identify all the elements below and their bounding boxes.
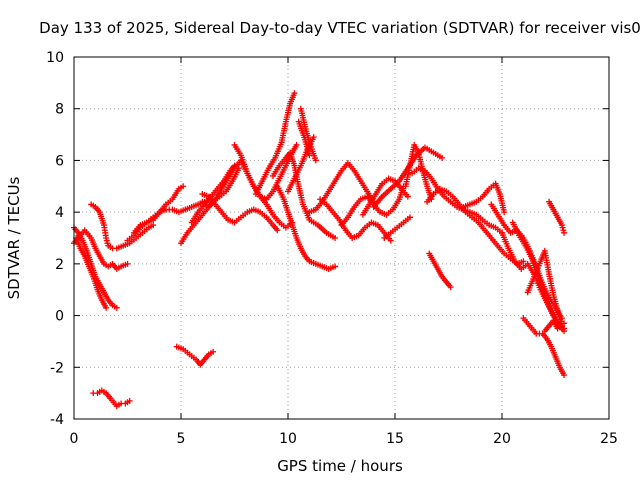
series-arc35: [520, 315, 568, 379]
data-point: [210, 348, 217, 355]
y-tick-label: 6: [55, 153, 64, 169]
y-tick-label: 4: [55, 205, 64, 221]
x-tick-label: 15: [386, 431, 404, 447]
data-point: [103, 304, 110, 311]
data-points: [71, 90, 568, 410]
data-point: [293, 141, 300, 148]
x-tick-label: 0: [70, 431, 79, 447]
series-arc37: [546, 198, 568, 236]
data-point: [447, 284, 454, 291]
data-point: [126, 397, 133, 404]
series-arc5: [90, 387, 133, 410]
data-point: [180, 183, 187, 190]
series-arc3: [73, 235, 110, 311]
data-point: [332, 235, 339, 241]
series-arc16: [274, 183, 339, 273]
data-point: [124, 260, 131, 267]
series-arc15: [270, 149, 339, 241]
data-point: [312, 157, 319, 164]
data-point: [561, 229, 568, 236]
data-point: [387, 237, 394, 244]
y-tick-label: 2: [55, 257, 64, 273]
series-arc11: [199, 191, 281, 234]
series-arc19: [297, 105, 319, 164]
series-arc4: [88, 201, 157, 252]
y-tick-label: -4: [50, 412, 64, 428]
series-arc17: [285, 134, 317, 195]
y-axis-label: SDTVAR / TECUs: [5, 176, 23, 299]
data-point: [561, 372, 568, 379]
x-tick-label: 5: [177, 431, 186, 447]
x-axis-ticks: 0 5 10 15 20 25: [70, 57, 618, 447]
series-arc8: [173, 343, 217, 368]
series-arc36: [541, 317, 568, 335]
y-tick-label: 10: [46, 50, 64, 66]
data-point: [404, 193, 411, 200]
x-tick-label: 25: [600, 431, 618, 447]
y-tick-label: 0: [55, 309, 64, 325]
data-point: [150, 222, 157, 229]
series-arc34: [524, 247, 565, 329]
data-point: [113, 304, 120, 311]
y-tick-label: 8: [55, 102, 64, 118]
x-tick-label: 10: [279, 431, 297, 447]
plot-frame: [73, 56, 610, 420]
series-arc24: [381, 214, 413, 241]
data-point: [310, 134, 317, 141]
series-arc25: [370, 144, 446, 210]
data-point: [274, 227, 281, 234]
series-arc29: [426, 250, 454, 291]
series-arc21: [317, 196, 394, 244]
data-point: [501, 209, 508, 216]
x-tick-label: 20: [493, 431, 511, 447]
series-arc30: [460, 180, 508, 216]
series-arc7: [124, 196, 214, 244]
data-point: [291, 90, 298, 97]
chart-title: Day 133 of 2025, Sidereal Day-to-day VTE…: [39, 19, 640, 37]
y-tick-label: -2: [50, 360, 64, 376]
data-point: [439, 154, 446, 161]
data-point: [332, 263, 339, 270]
data-point: [406, 214, 413, 221]
x-axis-label: GPS time / hours: [277, 457, 403, 475]
data-point: [561, 320, 568, 327]
series-arc23: [359, 175, 411, 218]
data-point: [520, 258, 527, 265]
series-arc14: [252, 90, 298, 198]
grid: [74, 57, 609, 419]
